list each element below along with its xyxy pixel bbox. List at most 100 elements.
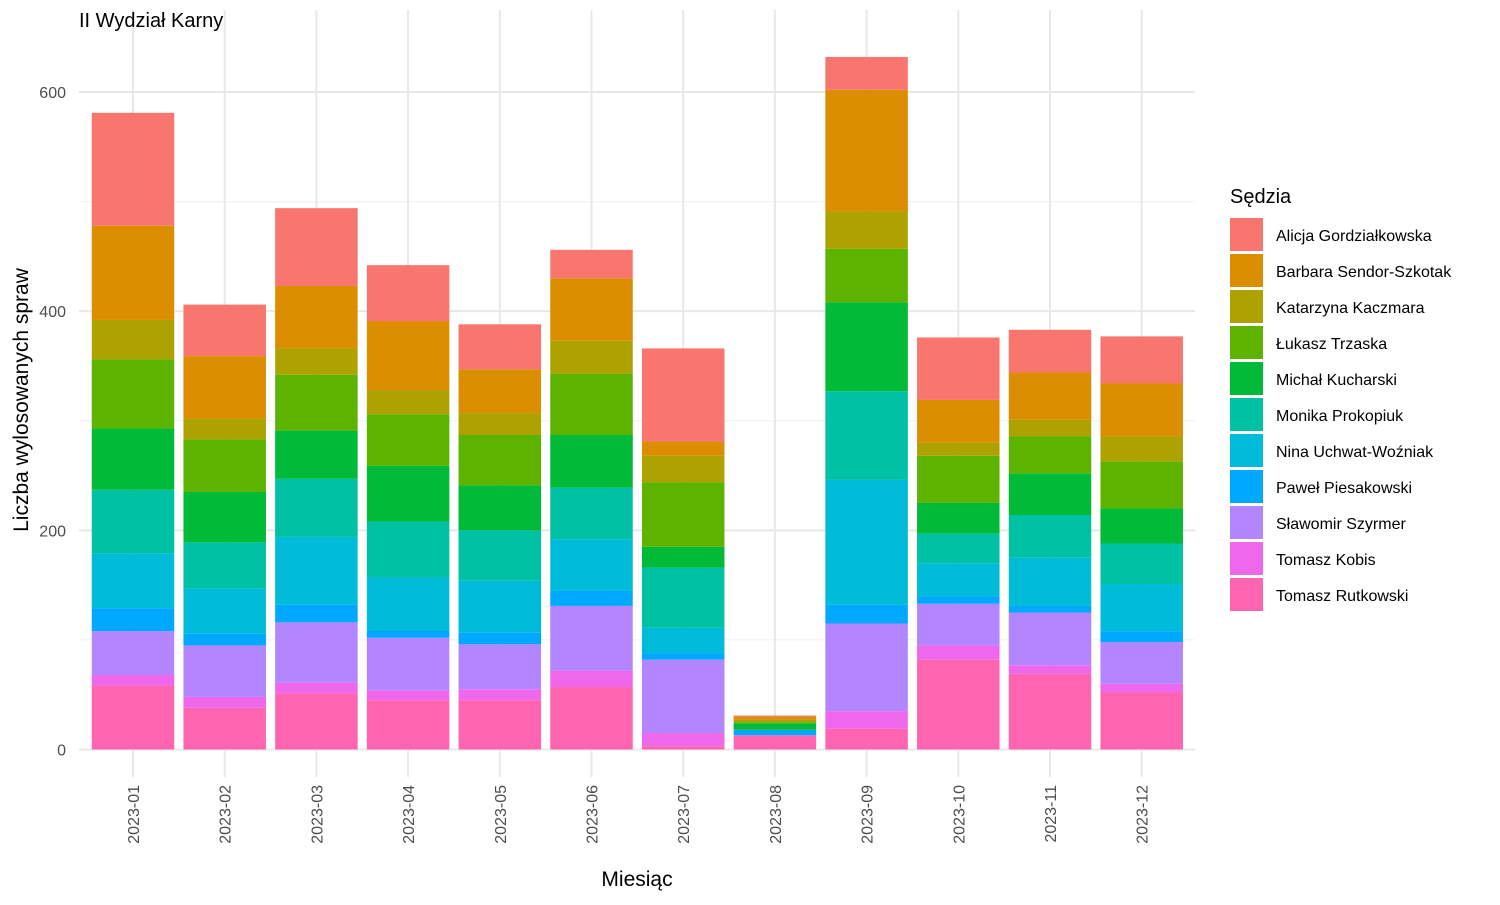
bar-segment [917,659,1000,750]
bar-segment [91,608,175,632]
bar-segment [917,337,1000,400]
bar-segment [183,542,266,589]
bar-segment [183,588,266,634]
bar-segment [275,208,358,286]
bar-segment [458,580,542,633]
x-tick-label: 2023-04 [401,785,418,844]
bar-segment [91,428,175,490]
bar-segment [733,722,817,724]
bar-segment [641,567,725,628]
bar-segment [825,211,908,249]
legend: Sędzia Alicja Gordziałkowska Barbara Send… [1230,186,1452,611]
bar-segment [917,399,1000,443]
bar-segment [458,413,542,435]
legend-swatch [1230,434,1263,467]
bar-segment [1100,383,1183,437]
bar-segment [1008,665,1092,674]
legend-label: Sławomir Szyrmer [1276,516,1406,533]
bar-segment [366,637,450,691]
x-tick-label: 2023-06 [585,785,602,844]
bar-segment [183,645,266,697]
bar-segment [458,689,542,701]
y-axis-title: Liczba wylosowanych spraw [10,267,33,532]
legend-swatch [1230,398,1263,431]
bar-segment [550,687,633,750]
legend-swatch [1230,254,1263,287]
y-tick-label: 200 [39,523,66,540]
bar-segment [825,248,908,303]
bar-segment [458,369,542,414]
legend-label: Monika Prokopiuk [1276,408,1404,425]
legend-title: Sędzia [1230,186,1292,208]
bar-segment [275,348,358,375]
x-tick-label: 2023-03 [309,785,326,844]
bar-segment [641,482,725,547]
bar-segment [91,225,175,320]
bar-segment [550,590,633,606]
bar-segment [91,319,175,360]
legend-swatch [1230,218,1263,251]
bar-segment [550,340,633,374]
bar-segment [917,645,1000,660]
bar-segment [733,735,817,750]
bar-segment [917,442,1000,456]
legend-label: Tomasz Rutkowski [1276,588,1408,605]
legend-swatch [1230,290,1263,323]
bar-segment [458,485,542,531]
bar-segment [641,441,725,456]
bar-segment [641,455,725,483]
bar-segment [458,644,542,690]
bar-segment [183,491,266,543]
bar-segment [183,418,266,440]
bar-segment [458,324,542,370]
bar-segment [1100,683,1183,693]
bars-layer [91,56,1183,750]
bar-segment [91,359,175,429]
bar-segment [550,670,633,688]
legend-label: Nina Uchwat-Woźniak [1276,444,1434,461]
legend-label: Katarzyna Kaczmara [1276,300,1425,317]
bar-segment [275,478,358,537]
bar-segment [550,434,633,488]
bar-segment [91,685,175,750]
legend-label: Łukasz Trzaska [1276,336,1387,353]
bar-segment [825,604,908,624]
bar-segment [1008,557,1092,606]
bar-segment [733,723,817,730]
bar-segment [917,603,1000,646]
x-tick-label: 2023-02 [218,785,235,844]
bar-segment [366,521,450,578]
bar-segment [1100,436,1183,462]
bar-segment [825,479,908,605]
bar-segment [366,630,450,638]
bar-segment [1008,612,1092,666]
x-tick-label: 2023-07 [676,785,693,844]
bar-segment [183,707,266,750]
x-tick-label: 2023-01 [126,785,143,844]
bar-segment [550,278,633,341]
x-tick-label: 2023-12 [1135,785,1152,844]
bar-segment [275,285,358,349]
bar-segment [458,530,542,581]
bar-segment [1100,508,1183,544]
bar-segment [183,633,266,646]
bar-segment [917,563,1000,597]
bar-segment [366,390,450,415]
y-axis: 0 200 400 600 [39,85,66,760]
bar-segment [1008,473,1092,515]
x-axis-title: Miesiąc [601,868,672,891]
bar-segment [183,439,266,492]
bar-segment [91,112,175,226]
bar-segment [641,546,725,568]
bar-segment [641,733,725,747]
bar-segment [733,715,817,717]
x-tick-label: 2023-08 [768,785,785,844]
bar-segment [1100,631,1183,643]
bar-segment [1100,584,1183,632]
bar-segment [91,674,175,686]
bar-segment [641,746,725,750]
legend-swatch [1230,542,1263,575]
bar-segment [733,729,817,736]
legend-swatch [1230,362,1263,395]
